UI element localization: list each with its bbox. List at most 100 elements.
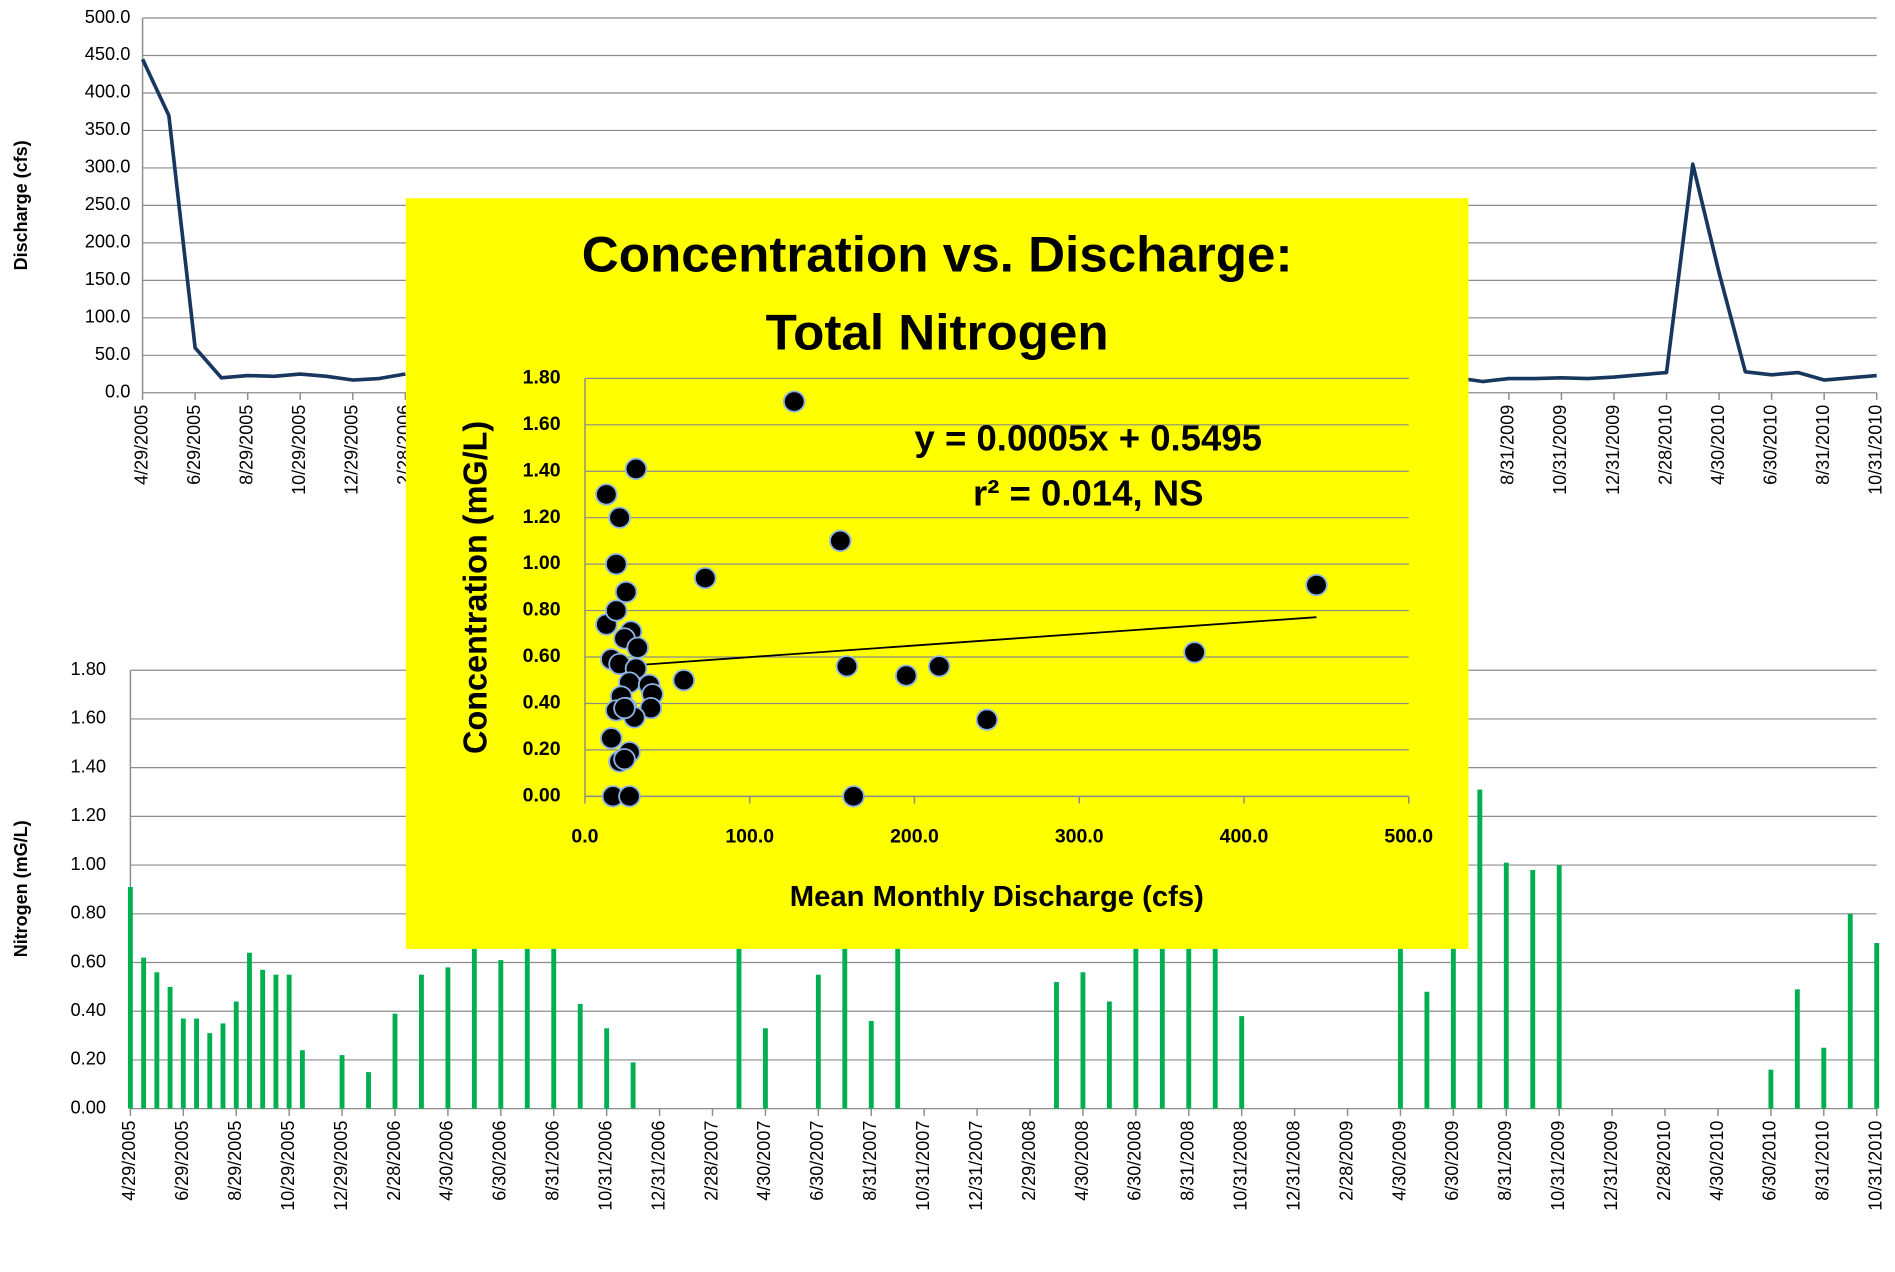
bar (762, 1028, 768, 1109)
x-tick-label: 6/30/2010 (1760, 405, 1780, 485)
x-tick-label: 4/30/2008 (1072, 1121, 1092, 1201)
y-tick-label: 0.20 (70, 1049, 106, 1069)
data-point (600, 727, 623, 750)
data-point (613, 696, 636, 720)
bar (127, 887, 133, 1109)
y-axis-label: Concentration (mG/L) (456, 421, 493, 754)
bar (842, 913, 848, 1109)
y-tick-label: 150.0 (85, 269, 131, 289)
y-tick-label: 300.0 (85, 157, 131, 177)
bar (247, 952, 252, 1109)
scatter-chart: Concentration vs. Discharge: Total Nitro… (405, 198, 1469, 949)
data-point (608, 506, 631, 529)
bar (630, 1062, 636, 1109)
data-point (614, 580, 638, 604)
bar (220, 1023, 226, 1109)
bar (868, 1020, 874, 1109)
x-tick-label: 2/28/2009 (1336, 1121, 1356, 1201)
x-tick-label: 2/28/2010 (1655, 405, 1675, 485)
x-tick-label: 6/30/2007 (807, 1121, 827, 1201)
x-tick-label: 6/29/2005 (172, 1121, 192, 1201)
x-tick-label: 6/29/2005 (184, 405, 204, 485)
data-point (618, 785, 641, 808)
data-point (829, 529, 852, 553)
x-tick-label: 6/30/2009 (1442, 1121, 1462, 1201)
y-tick-label: 0.0 (105, 382, 130, 402)
data-line (140, 58, 1877, 384)
data-point (604, 599, 628, 622)
data-point (835, 655, 859, 678)
bar (194, 1018, 199, 1109)
bar (154, 972, 160, 1109)
bar (339, 1055, 345, 1109)
bar (273, 974, 279, 1109)
x-tick-label: 10/31/2007 (913, 1121, 933, 1211)
bar (577, 1003, 583, 1109)
bar (141, 957, 147, 1109)
y-tick-label: 0.80 (70, 903, 106, 923)
x-tick-label: 10/31/2009 (1548, 1121, 1568, 1211)
x-tick-label: 4/29/2005 (131, 405, 151, 485)
y-tick-label: 0.60 (70, 951, 106, 971)
x-tick-label: 10/31/2010 (1865, 405, 1885, 495)
x-tick-label: 500.0 (1384, 825, 1433, 847)
data-point (1183, 641, 1206, 664)
x-tick-label: 8/31/2006 (542, 1121, 562, 1201)
data-point (595, 483, 618, 506)
y-tick-label: 1.00 (70, 854, 106, 874)
bar (1450, 938, 1456, 1109)
data-point (604, 553, 628, 576)
bar (366, 1072, 371, 1109)
x-tick-label: 12/31/2009 (1601, 1121, 1621, 1211)
x-tick-label: 200.0 (890, 825, 939, 847)
x-tick-label: 6/30/2006 (490, 1121, 510, 1201)
x-tick-label: 2/28/2006 (384, 1121, 404, 1201)
bar (1874, 943, 1880, 1109)
x-tick-label: 12/31/2007 (966, 1121, 986, 1211)
bar (1239, 1016, 1245, 1109)
y-tick-label: 250.0 (85, 194, 131, 214)
bar (1503, 862, 1509, 1109)
bar (895, 938, 901, 1109)
chart-title: Concentration vs. Discharge: (582, 226, 1293, 283)
trendline (606, 616, 1317, 669)
bar (299, 1050, 305, 1109)
y-tick-label: 350.0 (85, 119, 131, 139)
y-tick-label: 1.80 (523, 367, 561, 389)
bar (207, 1033, 213, 1109)
annotation: y = 0.0005x + 0.5495 (915, 418, 1262, 459)
bar (1424, 991, 1430, 1109)
x-tick-label: 2/28/2007 (701, 1121, 721, 1201)
x-tick-label: 4/30/2010 (1708, 405, 1728, 485)
y-tick-label: 1.60 (523, 413, 561, 435)
data-point (894, 664, 918, 687)
x-tick-label: 6/30/2008 (1125, 1121, 1145, 1201)
x-tick-label: 8/29/2005 (236, 405, 256, 485)
data-point (624, 457, 648, 481)
x-tick-label: 100.0 (725, 825, 774, 847)
bar (1080, 972, 1086, 1109)
x-tick-label: 8/29/2005 (225, 1121, 245, 1201)
x-tick-label: 10/31/2010 (1865, 1121, 1885, 1211)
x-tick-label: 8/31/2010 (1813, 1121, 1833, 1201)
bar (1186, 938, 1192, 1109)
y-tick-label: 0.80 (523, 599, 561, 621)
bar (1847, 913, 1853, 1109)
y-tick-label: 100.0 (85, 307, 131, 327)
x-tick-label: 0.0 (571, 825, 598, 847)
bar (1159, 913, 1165, 1109)
y-tick-label: 0.00 (523, 785, 561, 807)
x-tick-label: 4/30/2009 (1389, 1121, 1409, 1201)
y-tick-label: 1.80 (70, 659, 106, 679)
y-tick-label: 1.40 (523, 459, 561, 481)
x-tick-label: 12/31/2009 (1603, 405, 1623, 495)
bar (604, 1028, 610, 1109)
bar (551, 925, 557, 1109)
data-point (1305, 573, 1328, 597)
bar (233, 1001, 239, 1109)
y-tick-label: 200.0 (85, 232, 131, 252)
bar (1530, 869, 1536, 1109)
x-tick-label: 400.0 (1220, 825, 1269, 847)
x-tick-label: 12/29/2005 (331, 1121, 351, 1211)
